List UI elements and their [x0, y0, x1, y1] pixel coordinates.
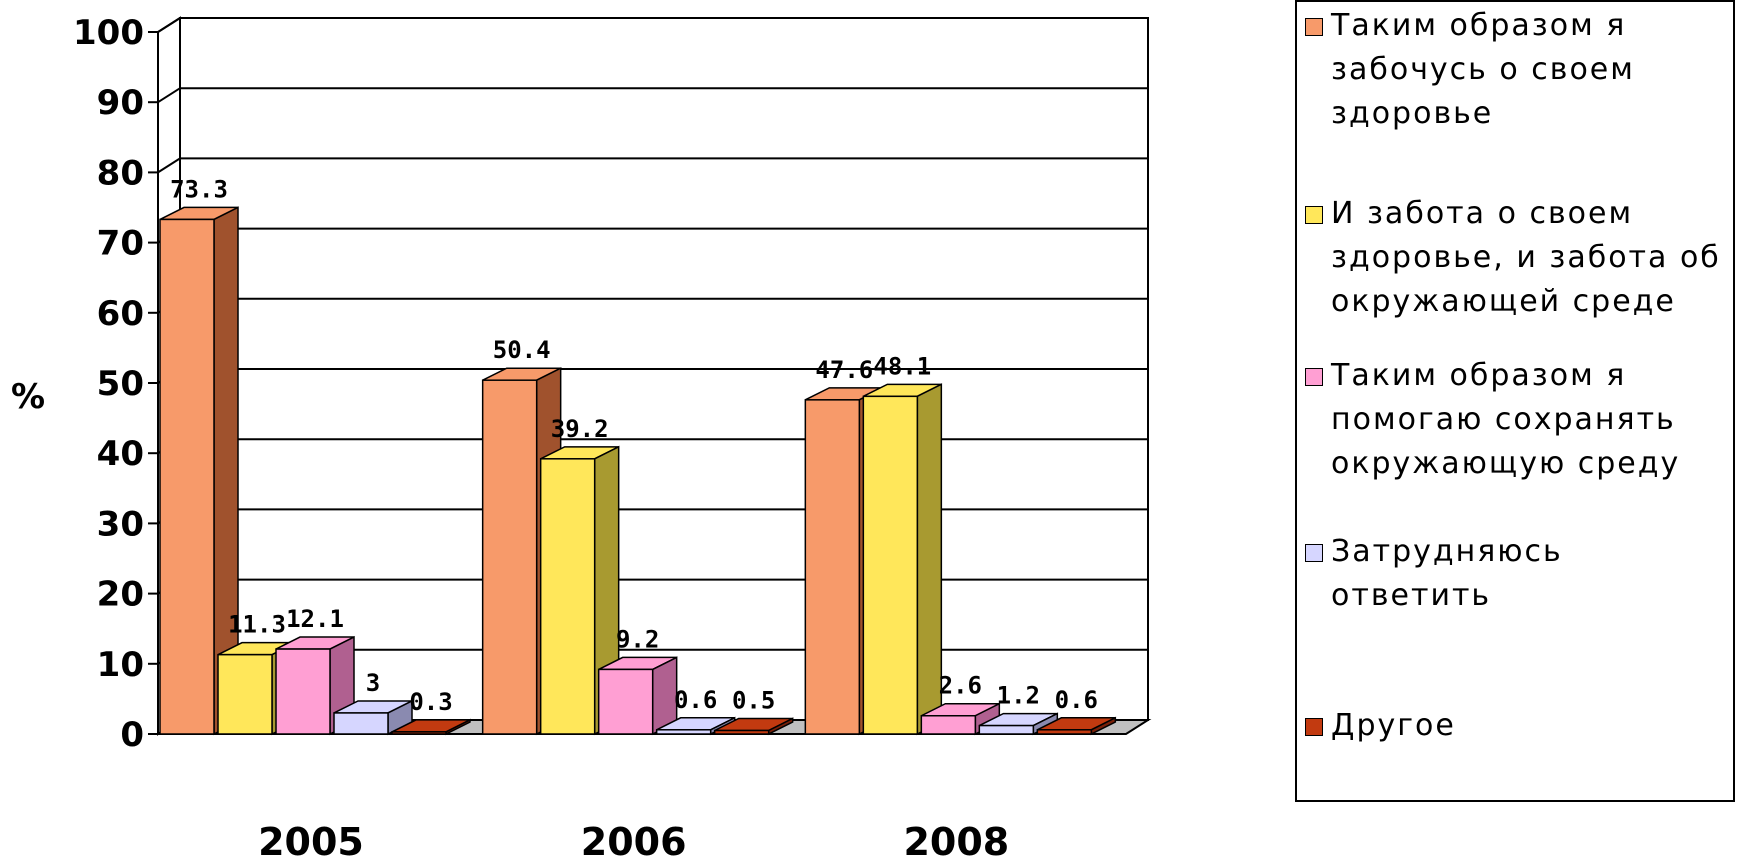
legend-swatch: [1305, 206, 1323, 224]
data-label: 73.3: [170, 175, 228, 203]
bar: [333, 699, 413, 736]
gridline: [157, 17, 1148, 33]
bar: [159, 206, 239, 736]
data-label: 39.2: [551, 415, 609, 443]
y-tick-label: 30: [97, 504, 144, 544]
y-tick-label: 50: [97, 364, 144, 404]
x-tick-label: 2006: [581, 820, 687, 864]
y-tick-label: 90: [97, 83, 144, 123]
bar: [275, 635, 355, 736]
data-label: 9.2: [616, 625, 659, 653]
data-label: 0.6: [1055, 686, 1098, 714]
x-axis-categories: 2005 2006 2008: [258, 820, 1009, 864]
bar: [597, 656, 678, 736]
data-label: 50.4: [493, 336, 551, 364]
gridline: [157, 87, 1148, 104]
legend-label: Таким образом я помогаю сохранять окружа…: [1331, 358, 1681, 481]
data-label: 11.3: [228, 611, 286, 639]
x-tick-label: 2008: [903, 820, 1009, 864]
legend-swatch: [1305, 718, 1323, 736]
y-tick-label: 80: [97, 153, 144, 193]
bar: [391, 718, 471, 736]
y-tick-label: 10: [97, 645, 144, 685]
data-label: 0.5: [732, 686, 775, 714]
legend-item: Затрудняюсь ответить: [1305, 530, 1730, 618]
y-axis-label: %: [11, 377, 45, 417]
x-tick-label: 2005: [258, 820, 364, 864]
y-tick-label: 60: [97, 294, 144, 334]
legend-swatch: [1305, 544, 1323, 562]
bar: [862, 383, 943, 736]
legend-label: И забота о своем здоровье, и забота об о…: [1331, 196, 1721, 319]
legend-item: Другое: [1305, 704, 1730, 748]
data-labels: 73.3 11.3 12.1 3 0.3 50.4 39.2 9.2 0.6 0.5 47.6 48.…: [170, 175, 1098, 715]
bar: [713, 717, 794, 736]
bar-chart: 0 10 20 30 40 50 60 70 80 90 100 73.3 11.3 12.1 3 0.3 5…: [11, 13, 1152, 864]
bar: [1036, 716, 1117, 736]
legend-swatch: [1305, 18, 1323, 36]
y-tick-label: 100: [73, 13, 144, 53]
legend-label: Другое: [1331, 708, 1456, 743]
data-label: 2.6: [939, 672, 982, 700]
legend-item: Таким образом я помогаю сохранять окружа…: [1305, 354, 1730, 486]
bar: [920, 702, 1001, 736]
data-label: 12.1: [286, 605, 344, 633]
data-label: 47.6: [815, 356, 873, 384]
data-label: 48.1: [873, 352, 931, 380]
legend: Таким образом я забочусь о своем здоровь…: [1295, 0, 1735, 802]
data-label: 0.3: [409, 688, 452, 716]
y-tick-label: 0: [120, 715, 144, 755]
y-tick-label: 20: [97, 575, 144, 615]
y-tick-label: 40: [97, 434, 144, 474]
legend-label: Таким образом я забочусь о своем здоровь…: [1331, 8, 1635, 131]
legend-swatch: [1305, 368, 1323, 386]
data-label: 1.2: [997, 682, 1040, 710]
y-axis-ticks: 0 10 20 30 40 50 60 70 80 90 100: [73, 13, 158, 755]
gridline: [157, 157, 1148, 174]
legend-item: И забота о своем здоровье, и забота об о…: [1305, 192, 1730, 324]
legend-item: Таким образом я забочусь о своем здоровь…: [1305, 4, 1730, 136]
data-label: 3: [366, 669, 380, 697]
data-label: 0.6: [674, 686, 717, 714]
legend-label: Затрудняюсь ответить: [1331, 534, 1563, 613]
y-tick-label: 70: [97, 224, 144, 264]
bars: [159, 206, 1117, 736]
